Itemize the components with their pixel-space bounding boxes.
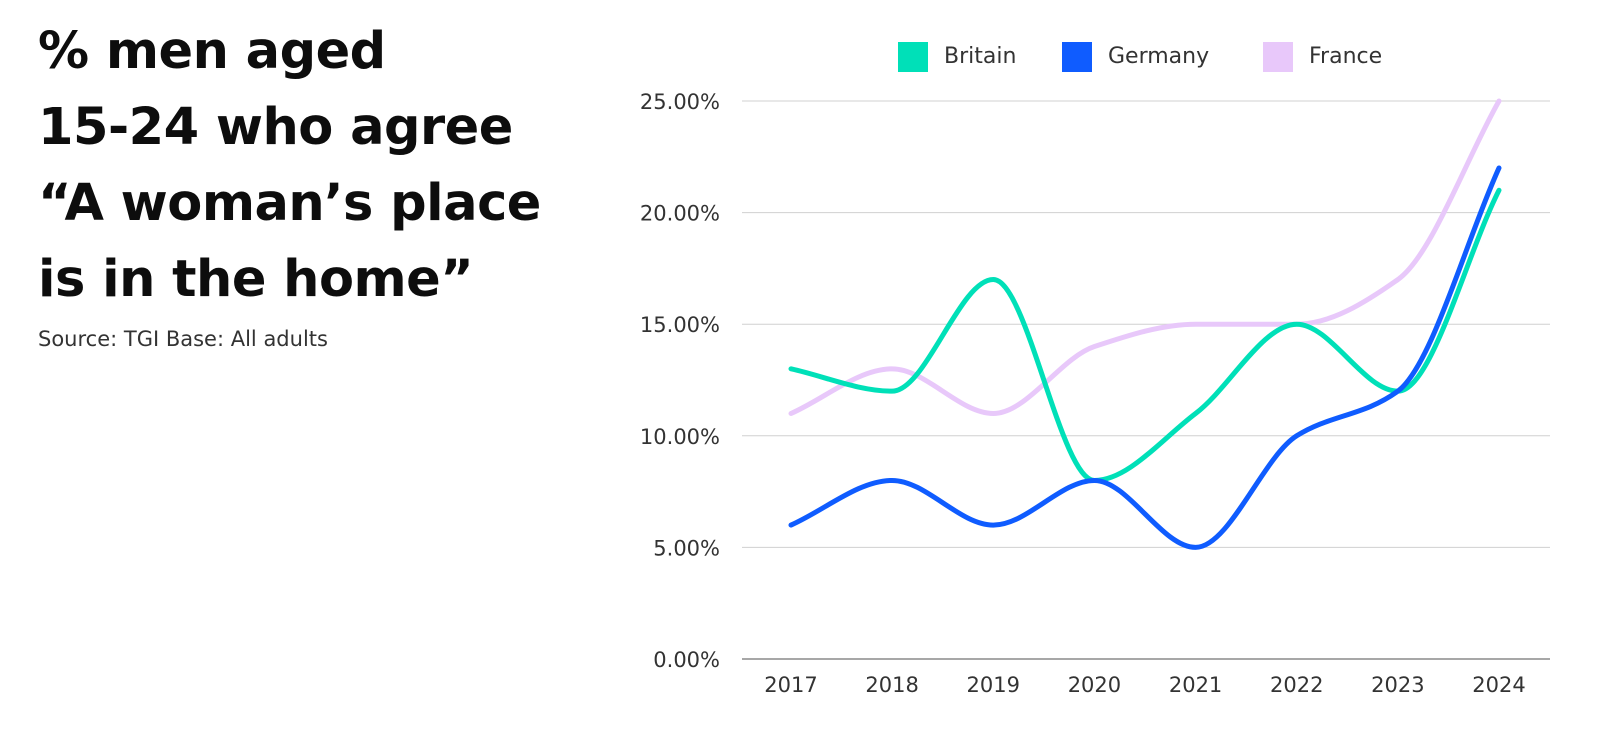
x-tick-label: 2018 <box>865 673 918 697</box>
axes: 0.00% 5.00% 10.00% 15.00% 20.00% 25.00% 2017 20… <box>640 90 1550 697</box>
source-note: Source: TGI Base: All adults <box>38 327 328 351</box>
x-tick-label: 2019 <box>967 673 1020 697</box>
x-tick-label: 2023 <box>1371 673 1424 697</box>
chart-title-line: is in the home” <box>38 250 474 309</box>
chart-title-line: 15-24 who agree <box>38 98 513 157</box>
chart-title-line: “A woman’s place <box>38 174 541 233</box>
series-lines <box>788 98 1502 550</box>
y-tick-label: 25.00% <box>640 90 720 114</box>
chart-title-line: % men aged <box>38 22 386 81</box>
y-tick-label: 0.00% <box>653 648 720 672</box>
y-tick-label: 15.00% <box>640 313 720 337</box>
legend-label-britain: Britain <box>944 44 1016 69</box>
x-tick-label: 2024 <box>1472 673 1525 697</box>
legend-label-france: France <box>1309 44 1382 69</box>
legend-swatch-germany <box>1062 42 1092 72</box>
gridlines <box>742 100 1550 548</box>
chart-title: % men aged 15-24 who agree “A woman’s pl… <box>38 14 598 318</box>
y-tick-label: 10.00% <box>640 425 720 449</box>
series-line-germany <box>788 165 1502 550</box>
series-line-france <box>788 98 1502 416</box>
x-tick-label: 2020 <box>1068 673 1121 697</box>
x-tick-label: 2022 <box>1270 673 1323 697</box>
y-tick-label: 5.00% <box>653 536 720 560</box>
x-tick-label: 2017 <box>764 673 817 697</box>
legend: Britain Germany France <box>898 42 1382 72</box>
legend-swatch-france <box>1263 42 1293 72</box>
legend-label-germany: Germany <box>1108 44 1209 69</box>
legend-swatch-britain <box>898 42 928 72</box>
x-tick-label: 2021 <box>1169 673 1222 697</box>
y-tick-label: 20.00% <box>640 202 720 226</box>
series-line-britain <box>788 187 1502 483</box>
